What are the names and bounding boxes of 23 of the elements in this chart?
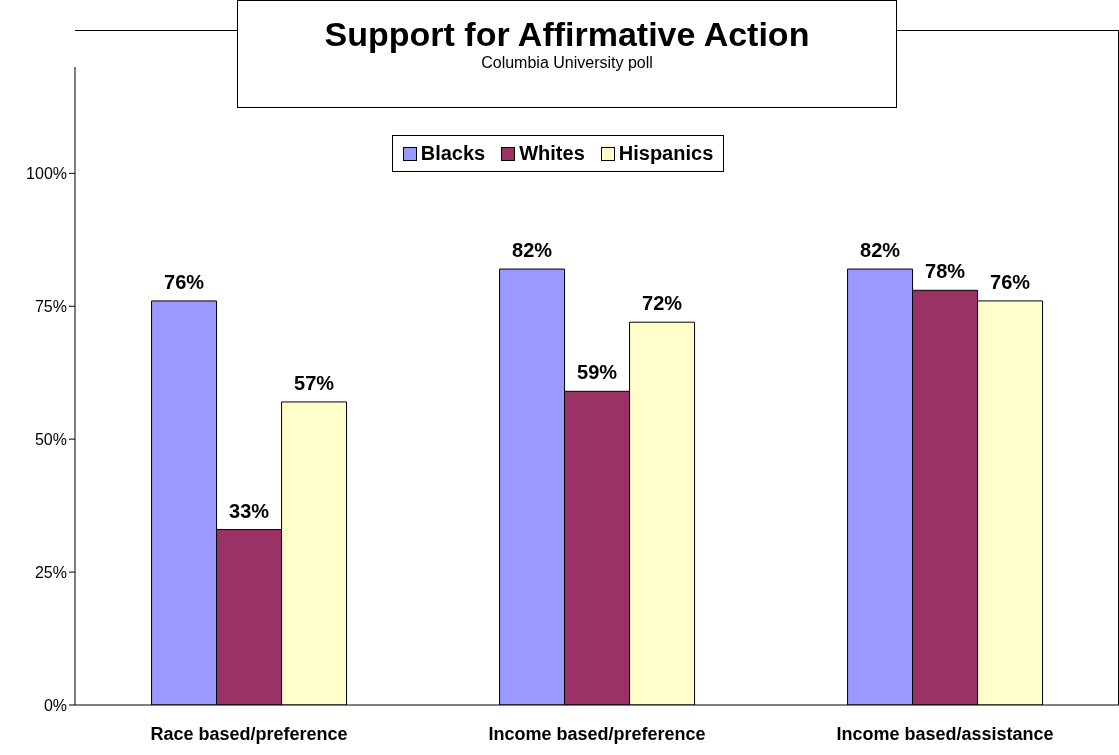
chart-subtitle: Columbia University poll [480, 54, 654, 72]
data-label: 33% [229, 499, 270, 522]
data-label: 76% [990, 270, 1031, 293]
data-label: 76% [164, 270, 205, 293]
data-label: 82% [512, 239, 553, 262]
x-tick-label: Race based/preference [150, 723, 348, 744]
data-label: 82% [860, 239, 901, 262]
title-box: Support for Affirmative Action Columbia University poll [237, 0, 897, 108]
chart-title: Support for Affirmative Action [323, 15, 811, 54]
legend-label: Hispanics [617, 142, 714, 165]
y-tick-label: 25% [34, 563, 67, 581]
legend-label: Whites [518, 142, 585, 165]
legend-label: Blacks [419, 142, 486, 165]
x-tick-label: Income based/preference [488, 723, 706, 744]
y-tick-label: 100% [26, 165, 67, 183]
y-tick-label: 0% [43, 696, 67, 714]
data-label: 57% [294, 371, 335, 394]
y-tick-label: 50% [34, 430, 67, 448]
x-tick-label: Income based/assistance [836, 723, 1054, 744]
data-label: 78% [925, 260, 966, 283]
y-tick-label: 75% [34, 297, 67, 315]
data-label: 59% [577, 361, 618, 384]
data-label: 72% [642, 292, 683, 315]
